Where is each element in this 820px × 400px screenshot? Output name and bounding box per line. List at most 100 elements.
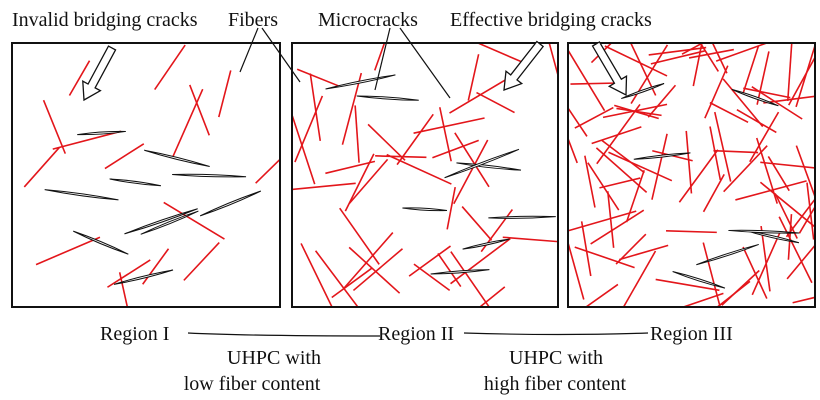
fiber [585, 156, 595, 208]
fiber [36, 237, 100, 264]
fiber [476, 93, 514, 113]
microcrack [141, 211, 199, 234]
fiber [310, 74, 320, 141]
fiber [24, 147, 59, 186]
microcrack [110, 179, 161, 186]
fiber [652, 134, 667, 200]
fiber [691, 28, 718, 71]
fiber [621, 251, 656, 312]
fiber [409, 246, 450, 276]
fiber [679, 150, 717, 203]
leader [240, 28, 258, 72]
group-text: UHPC with [509, 347, 603, 369]
group-text: high fiber content [484, 373, 627, 395]
fiber [591, 210, 644, 244]
panels [24, 17, 820, 323]
panel [24, 45, 290, 312]
microcrack [728, 230, 799, 233]
fiber [649, 48, 706, 55]
fiber [713, 151, 758, 153]
fiber [545, 26, 559, 77]
fiber [569, 284, 618, 319]
fiber [44, 100, 66, 153]
fiber [715, 112, 731, 181]
connector [188, 333, 380, 336]
microcrack [144, 150, 209, 166]
microcrack [488, 216, 555, 218]
label-microcracks: Microcracks [318, 9, 418, 31]
fiber [704, 174, 725, 211]
fiber [292, 115, 315, 184]
fiber [438, 253, 461, 286]
arrow [83, 46, 116, 100]
fiber [256, 150, 290, 183]
connector [464, 333, 648, 335]
fiber [602, 140, 645, 172]
fiber [666, 231, 717, 233]
fiber [316, 251, 360, 310]
fiber [599, 178, 640, 188]
fiber [627, 170, 645, 222]
fiber [155, 45, 185, 90]
fiber [291, 183, 355, 189]
fiber [710, 127, 720, 180]
microcrack [402, 208, 447, 211]
microcrack [445, 149, 519, 177]
fiber [796, 146, 815, 198]
microcrack [45, 190, 119, 200]
arrow [593, 42, 627, 95]
label-invalid: Invalid bridging cracks [12, 9, 198, 31]
region-label: Region I [100, 323, 169, 345]
arrow [504, 42, 543, 90]
region-label: Region II [378, 323, 454, 345]
fiber [737, 110, 776, 133]
arrows [83, 42, 627, 100]
fiber [582, 221, 591, 276]
microcrack [357, 96, 419, 100]
fiber [332, 268, 372, 297]
fiber [743, 247, 767, 299]
label-effective: Effective bridging cracks [450, 9, 652, 31]
panel [557, 17, 820, 323]
microcrack [431, 270, 490, 274]
fiber [658, 293, 723, 315]
fiber [656, 279, 720, 290]
fiber [143, 249, 169, 284]
fiber [743, 46, 758, 93]
fiber [788, 28, 793, 101]
fiber [219, 70, 231, 117]
fiber [172, 89, 202, 157]
fiber [616, 234, 646, 264]
fiber [355, 105, 359, 162]
fiber [432, 140, 478, 157]
fiber [297, 69, 338, 86]
microcrack [172, 174, 246, 177]
fiber [716, 36, 787, 61]
fiber [105, 144, 144, 169]
fiber [760, 162, 820, 168]
fiber [722, 271, 759, 306]
fiber [462, 207, 491, 241]
panel-frame [12, 43, 280, 307]
microcrack [200, 191, 261, 216]
fiber [779, 217, 812, 283]
fiber [450, 78, 509, 113]
fiber [752, 231, 780, 294]
region-label: Region III [650, 323, 733, 345]
fiber [592, 127, 642, 144]
leader [400, 28, 450, 98]
leader [375, 28, 390, 90]
fiber [703, 243, 721, 311]
microcrack [77, 131, 126, 134]
fiber [686, 131, 691, 193]
fiber [455, 133, 489, 187]
fiber [461, 287, 505, 322]
fiber [184, 243, 219, 281]
fiber [414, 264, 450, 290]
figure: Invalid bridging cracks Fibers Microcrac… [0, 0, 820, 400]
microcrack [73, 231, 128, 254]
group-text: UHPC with [227, 347, 321, 369]
microcrack [124, 209, 197, 234]
microcrack [673, 272, 725, 289]
fiber [447, 187, 455, 229]
